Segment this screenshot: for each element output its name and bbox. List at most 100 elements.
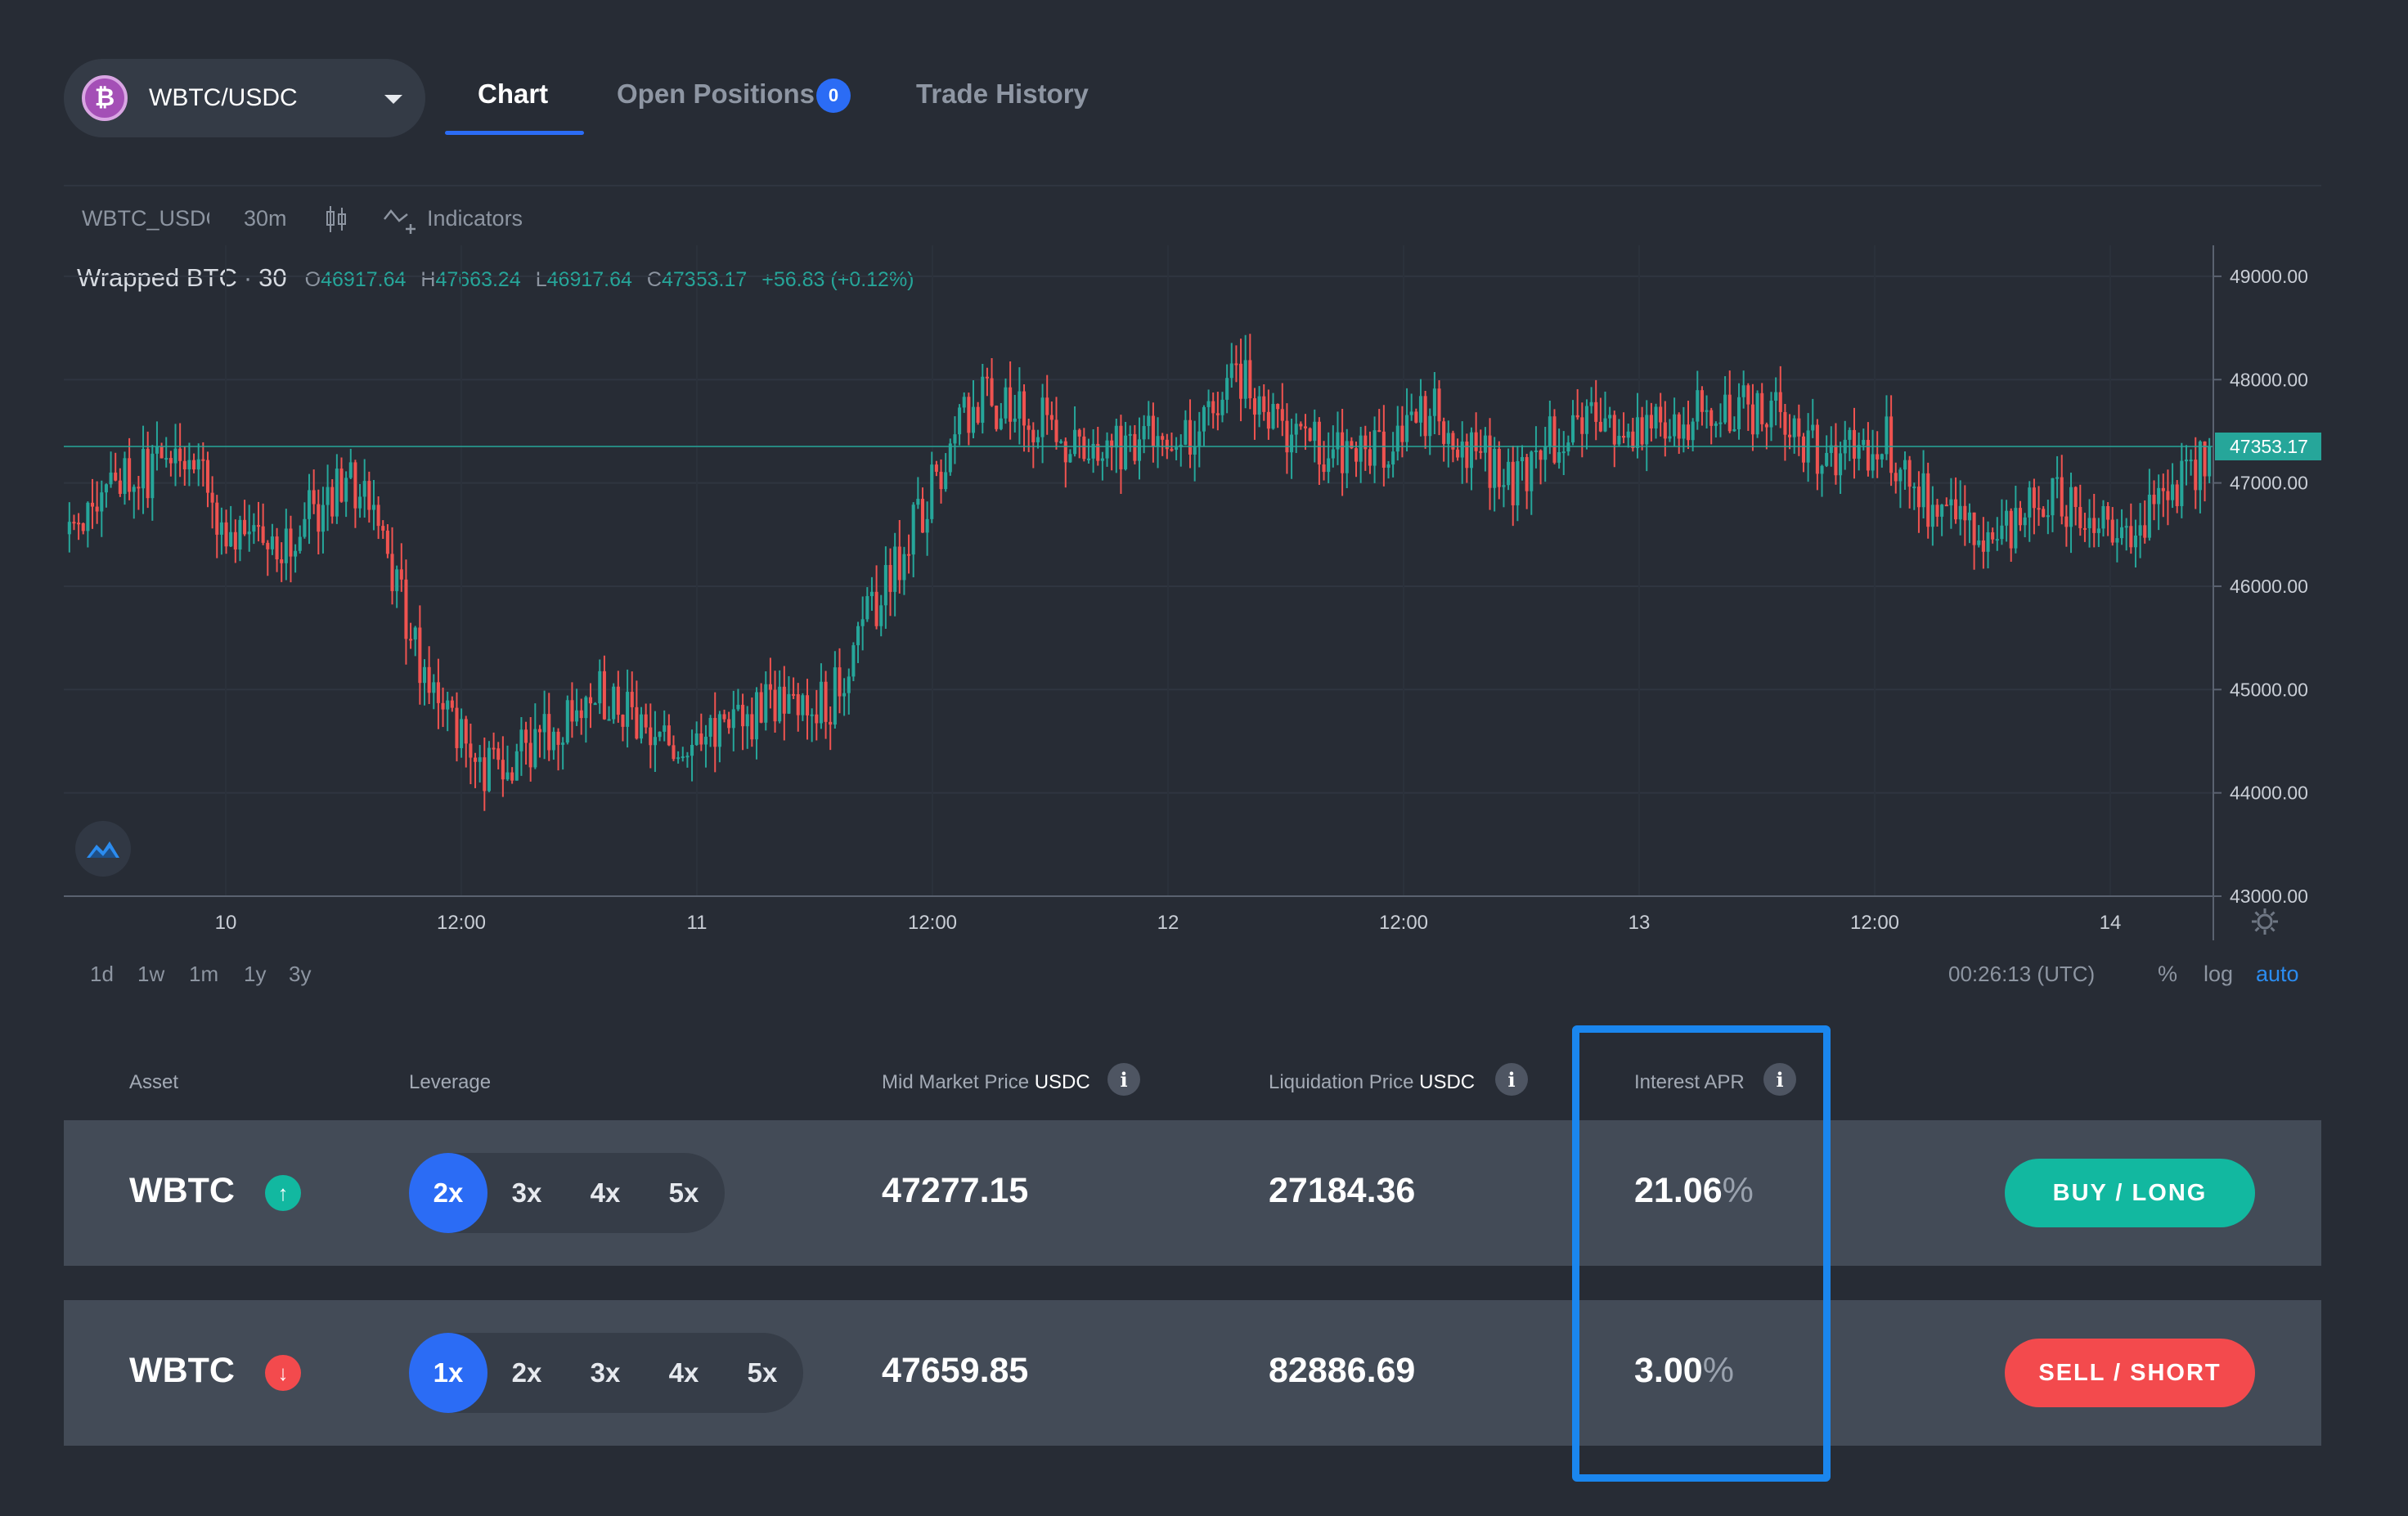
range-1m-button[interactable]: 1m (189, 962, 219, 986)
candle-body (663, 725, 667, 732)
gear-icon[interactable] (2251, 908, 2279, 935)
leverage-option-1x[interactable]: 1x (409, 1333, 487, 1413)
range-1y-button[interactable]: 1y (244, 962, 267, 986)
candle-body (1825, 452, 1829, 466)
range-1d-button[interactable]: 1d (90, 962, 114, 986)
leverage-option-5x[interactable]: 5x (747, 1357, 778, 1388)
mid-market-price: 47277.15 (882, 1171, 1029, 1210)
candle-body (1225, 378, 1229, 400)
log-scale-toggle[interactable]: log (2204, 962, 2234, 986)
candle-body (2120, 527, 2124, 539)
candle-body (238, 519, 242, 549)
interest-apr: 3.00% (1634, 1351, 1734, 1390)
tab-chart[interactable]: Chart (478, 78, 549, 109)
candle-body (920, 499, 925, 533)
sell-short-button[interactable]: SELL / SHORT (2005, 1339, 2255, 1407)
candle-body (173, 448, 177, 464)
candle-body (1456, 449, 1460, 458)
price-tick-label: 49000.00 (2230, 266, 2308, 287)
candle-body (1202, 406, 1206, 432)
tradingview-logo-icon[interactable] (75, 821, 131, 877)
leverage-option-2x[interactable]: 2x (511, 1357, 542, 1388)
candle-body (667, 725, 671, 746)
candle-body (1645, 415, 1649, 445)
indicators-button[interactable]: Indicators (427, 206, 523, 231)
candle-body (321, 505, 325, 532)
candle-style-icon[interactable] (324, 204, 348, 234)
percent-scale-toggle[interactable]: % (2158, 962, 2178, 986)
candle-body (1764, 424, 1768, 428)
candle-body (1718, 422, 1723, 424)
leverage-option-4x[interactable]: 4x (668, 1357, 699, 1388)
candle-body (128, 458, 132, 492)
leverage-option-4x[interactable]: 4x (590, 1177, 621, 1208)
candle-body (1215, 413, 1220, 415)
candle-body (2203, 441, 2207, 477)
candle-body (436, 682, 440, 703)
candle-body (626, 692, 630, 727)
interval-button[interactable]: 30m (244, 206, 287, 231)
info-icon[interactable]: i (1763, 1063, 1796, 1096)
candle-body (542, 714, 546, 733)
candle-body (1156, 436, 1160, 446)
info-icon[interactable]: i (1495, 1063, 1528, 1096)
candle-body (842, 693, 847, 697)
candle-body (805, 695, 810, 715)
candle-body (399, 569, 403, 580)
candle-body (1603, 418, 1607, 432)
candle-body (736, 704, 740, 710)
leverage-option-3x[interactable]: 3x (511, 1177, 542, 1208)
candle-body (1303, 426, 1308, 428)
leverage-option-5x[interactable]: 5x (668, 1177, 699, 1208)
candle-body (1188, 419, 1193, 455)
leverage-option-2x[interactable]: 2x (409, 1153, 487, 1233)
arrow-down-icon: ↓ (265, 1355, 301, 1391)
candle-body (330, 487, 335, 517)
candle-body (1418, 396, 1422, 423)
candle-body (1907, 460, 1912, 487)
candle-body (1714, 423, 1718, 426)
candle-body (990, 378, 994, 406)
info-icon[interactable]: i (1107, 1063, 1140, 1096)
candle-body (1133, 433, 1137, 461)
tab-trade-history[interactable]: Trade History (916, 78, 1089, 109)
candle-body (1077, 429, 1081, 437)
candle-body (1257, 396, 1261, 415)
candle-body (178, 448, 182, 461)
candle-body (1723, 394, 1727, 423)
candle-body (1811, 424, 1815, 431)
utc-clock[interactable]: 00:26:13 (UTC) (1948, 962, 2096, 986)
candle-body (1839, 453, 1843, 476)
candle-body (1673, 414, 1677, 437)
symbol-search-button[interactable]: WBTC_USDC (82, 206, 209, 231)
candle-body (1331, 449, 1335, 459)
chart-legend: Wrapped BTC · 30 O 46917.64 H 47663.24 L 46… (77, 263, 914, 293)
indicators-icon[interactable] (383, 204, 417, 234)
candle-body (570, 700, 574, 722)
range-1w-button[interactable]: 1w (137, 962, 165, 986)
candle-body (1783, 411, 1787, 435)
candle-body (1027, 425, 1031, 430)
candle-body (294, 550, 298, 557)
candle-body (1903, 460, 1907, 470)
candle-body (2018, 508, 2023, 526)
candle-body (1142, 426, 1146, 440)
candle-body (1488, 435, 1492, 488)
candle-body (976, 406, 980, 423)
candle-body (2051, 478, 2055, 516)
candle-body (796, 693, 800, 715)
candle-body (1502, 485, 1506, 487)
active-tab-indicator (445, 131, 584, 135)
candle-body (247, 531, 251, 535)
pair-selector[interactable]: ₿ WBTC/USDC (64, 59, 425, 137)
auto-scale-toggle[interactable]: auto (2256, 962, 2299, 986)
mid-market-price: 47659.85 (882, 1351, 1029, 1390)
price-chart[interactable]: 49000.00 48000.00 47000.00 46000.00 45000.00… (64, 245, 2321, 949)
range-3y-button[interactable]: 3y (289, 962, 312, 986)
leverage-option-3x[interactable]: 3x (590, 1357, 621, 1388)
candle-body (607, 719, 611, 721)
tab-open-positions[interactable]: Open Positions (617, 78, 815, 109)
candle-body (2147, 494, 2151, 538)
legend-open-key: O (304, 268, 321, 291)
buy-long-button[interactable]: BUY / LONG (2005, 1159, 2255, 1227)
